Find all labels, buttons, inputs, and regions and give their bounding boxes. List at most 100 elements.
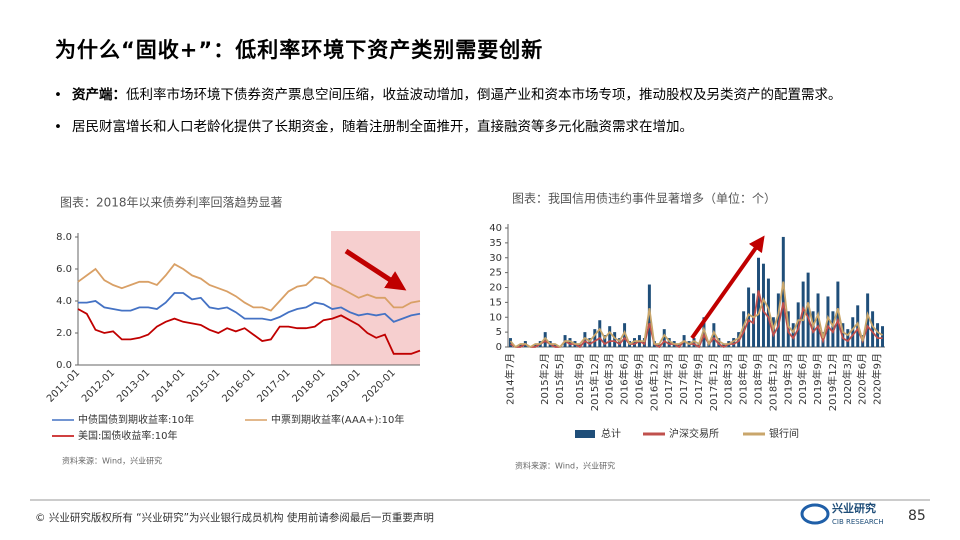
x-tick-label: 2016年3月 <box>603 353 616 405</box>
bar <box>846 329 850 347</box>
bar <box>722 344 726 347</box>
bar <box>518 344 522 347</box>
y-tick-label: 20 <box>489 283 502 294</box>
x-tick-label: 2017年3月 <box>662 353 675 405</box>
bar <box>603 335 607 347</box>
bar <box>508 338 512 347</box>
y-tick-label: 10 <box>489 312 502 323</box>
x-tick-label: 2018年6月 <box>737 353 750 405</box>
bar <box>623 323 627 347</box>
bar <box>553 344 557 347</box>
bar <box>608 326 612 347</box>
bullet-item: • 资产端：低利率市场环境下债券资产票息空间压缩，收益波动增加，倒逼产业和资本市场… <box>54 87 842 103</box>
bar <box>568 338 572 347</box>
bar <box>766 278 770 347</box>
x-tick-label: 2015年9月 <box>573 353 586 405</box>
bullet-item: • 居民财富增长和人口老龄化提供了长期资金，随着注册制全面推开，直接融资等多元化融… <box>54 119 693 135</box>
x-tick-label: 2018-01 <box>290 367 327 404</box>
legend-label: 中票到期收益率(AAA+):10年 <box>271 413 404 426</box>
bar <box>801 281 805 347</box>
bar <box>831 311 835 347</box>
bar <box>742 311 746 347</box>
legend-label: 沪深交易所 <box>669 427 719 440</box>
slide-title: 为什么“固收+”：低利率环境下资产类别需要创新 <box>55 38 544 62</box>
bar <box>578 344 582 347</box>
x-tick-label: 2019-01 <box>326 367 363 404</box>
x-tick-label: 2015年12月 <box>588 353 601 411</box>
x-tick-label: 2020年9月 <box>871 353 884 405</box>
bar <box>781 236 785 347</box>
chart-title: 图表：我国信用债违约事件显著增多（单位：个） <box>512 191 776 206</box>
bar <box>796 302 800 347</box>
x-tick-label: 2019年3月 <box>781 353 794 405</box>
x-tick-label: 2016年6月 <box>618 353 631 405</box>
series-line <box>77 308 421 355</box>
bar <box>657 344 661 347</box>
x-tick-label: 2017年6月 <box>677 353 690 405</box>
footer-text: © 兴业研究版权所有 “兴业研究”为兴业银行成员机构 使用前请参阅最后一页重要声… <box>35 511 434 524</box>
x-tick-label: 2015-01 <box>185 367 222 404</box>
y-tick-label: 5 <box>496 327 502 338</box>
source: 资料来源：Wind，兴业研究 <box>515 461 615 471</box>
legend-label: 银行间 <box>769 427 799 440</box>
bar <box>543 332 547 347</box>
bar <box>806 272 810 347</box>
x-tick-label: 2020年6月 <box>856 353 869 405</box>
x-tick-label: 2014年7月 <box>503 353 516 405</box>
source: 资料来源：Wind，兴业研究 <box>62 456 162 466</box>
bar <box>613 332 617 347</box>
trend-arrow <box>690 235 765 340</box>
y-tick-label: 40 <box>489 223 502 234</box>
bar <box>836 281 840 347</box>
x-tick-label: 2018年3月 <box>722 353 735 405</box>
series-line <box>510 290 883 349</box>
x-tick-label: 2016-01 <box>220 367 257 404</box>
x-tick-label: 2018年9月 <box>752 353 765 405</box>
bar <box>593 329 597 347</box>
legend-label: 中债国债到期收益率:10年 <box>78 413 194 426</box>
x-tick-label: 2016年9月 <box>632 353 645 405</box>
legend-label: 总计 <box>601 427 621 440</box>
bar <box>712 323 716 347</box>
page-number: 85 <box>908 508 926 524</box>
bar <box>747 287 751 347</box>
bar <box>633 338 636 347</box>
y-tick-label: 8.0 <box>56 232 72 243</box>
y-tick-label: 0 <box>496 342 502 353</box>
arrows <box>344 235 765 340</box>
y-tick-label: 30 <box>489 253 502 264</box>
bar <box>761 263 765 347</box>
bar <box>692 338 696 347</box>
chart-title: 图表：2018年以来债券利率回落趋势显著 <box>60 195 283 210</box>
bar <box>667 338 671 347</box>
x-tick-label: 2019年12月 <box>826 353 839 411</box>
bar <box>677 344 681 347</box>
bullet-text: 居民财富增长和人口老龄化提供了长期资金，随着注册制全面推开，直接融资等多元化融资… <box>72 119 693 135</box>
x-tick-label: 2015年2月 <box>538 353 551 405</box>
bar <box>588 338 592 347</box>
x-tick-label: 2017年12月 <box>707 353 720 411</box>
bullet: • 资产端：低利率市场环境下债券资产票息空间压缩，收益波动增加，倒逼产业和资本市场… <box>52 82 912 140</box>
series-line <box>78 292 421 323</box>
x-tick-label: 2020-01 <box>361 367 398 404</box>
bullet-text: 低利率市场环境下债券资产票息空间压缩，收益波动增加，倒逼产业和资本市场专项，推动… <box>126 87 842 103</box>
logo-text: 兴业研究 <box>832 501 876 515</box>
x-tick-label: 2014-01 <box>150 367 187 404</box>
trend-arrow <box>344 248 407 291</box>
bar <box>732 338 736 347</box>
y-tick-label: 6.0 <box>56 264 72 275</box>
y-tick-label: 2.0 <box>56 328 72 339</box>
bar <box>618 338 622 347</box>
series-line <box>509 281 883 349</box>
y-tick-label: 15 <box>489 297 502 308</box>
bar <box>757 257 760 347</box>
y-tick-label: 35 <box>489 238 502 249</box>
x-tick-label: 2020年3月 <box>841 353 854 405</box>
x-tick-label: 2019年6月 <box>796 353 809 405</box>
bar <box>598 320 602 347</box>
bar <box>851 317 855 347</box>
y-tick-label: 0.0 <box>56 360 72 371</box>
x-tick-label: 2019年9月 <box>811 353 824 405</box>
